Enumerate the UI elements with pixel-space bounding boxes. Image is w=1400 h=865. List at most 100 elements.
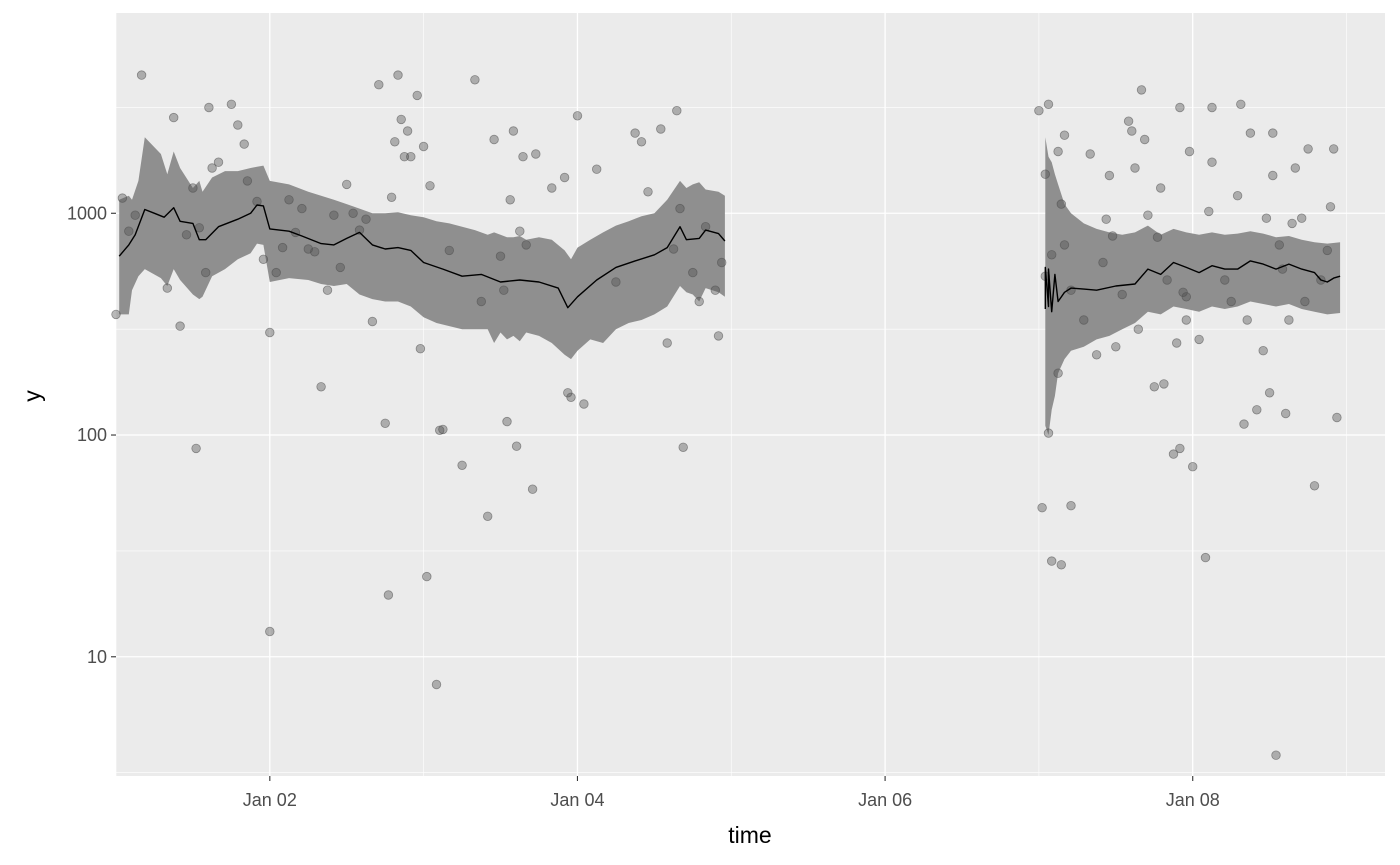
data-point (1043, 428, 1054, 438)
data-point (1066, 501, 1076, 511)
data-point (204, 102, 214, 113)
data-point (396, 114, 406, 125)
data-point (188, 183, 198, 193)
data-point (1079, 315, 1089, 325)
data-point (1274, 240, 1285, 250)
data-point (390, 137, 400, 147)
data-point (1085, 149, 1095, 159)
data-point (1181, 292, 1192, 302)
data-point (457, 460, 467, 471)
data-point (579, 399, 589, 409)
data-point (531, 149, 541, 159)
data-point (1143, 210, 1153, 220)
data-point (1232, 190, 1243, 201)
data-point (242, 176, 253, 186)
data-point (1091, 350, 1102, 360)
data-point (527, 484, 538, 494)
data-point (1136, 85, 1147, 95)
data-point (380, 418, 390, 429)
data-point (322, 285, 333, 295)
data-point (1127, 126, 1137, 136)
data-point (277, 242, 288, 253)
data-point (386, 192, 397, 203)
data-point (1056, 199, 1067, 209)
y-tick-label: 100 (77, 425, 107, 445)
data-point (265, 327, 275, 338)
data-point (181, 230, 192, 240)
data-point (271, 267, 281, 278)
trend-line (1044, 260, 1341, 313)
data-point (1155, 183, 1166, 193)
data-point (499, 285, 509, 295)
data-point (406, 151, 416, 162)
y-tick-label: 1000 (67, 203, 107, 223)
data-point (1226, 296, 1236, 307)
data-point (1332, 412, 1342, 423)
data-point (511, 441, 522, 451)
grid-minor (115, 13, 1385, 776)
y-axis-title: y (19, 390, 45, 402)
data-point (483, 511, 493, 522)
data-point (335, 262, 346, 273)
data-point (1184, 146, 1195, 157)
data-point (1046, 556, 1057, 566)
data-point (1187, 462, 1198, 472)
data-point (656, 124, 666, 134)
data-point (547, 183, 557, 193)
data-point (168, 112, 179, 123)
data-point (316, 382, 326, 392)
confidence-band (119, 137, 725, 360)
data-point (470, 75, 480, 85)
data-point (175, 321, 185, 331)
data-point (489, 134, 499, 145)
data-point (1171, 338, 1182, 348)
trend-lines (118, 204, 1341, 313)
data-point (284, 195, 294, 205)
data-point (630, 128, 640, 138)
grid-major (116, 13, 1385, 776)
x-tick-label: Jan 04 (550, 790, 604, 810)
data-point (399, 151, 410, 162)
data-point (1104, 170, 1115, 181)
data-point (713, 331, 724, 341)
data-point (191, 443, 201, 454)
data-point (1207, 102, 1217, 113)
data-point (1034, 105, 1044, 116)
data-point (354, 225, 365, 235)
data-point (329, 210, 339, 220)
data-point (717, 257, 727, 268)
data-point (1175, 443, 1185, 454)
data-point (415, 344, 426, 354)
x-tick-label: Jan 02 (243, 790, 297, 810)
data-point (1200, 552, 1211, 563)
data-point (1325, 202, 1336, 212)
data-point (412, 90, 422, 101)
data-point (1303, 144, 1313, 154)
data-point (495, 251, 506, 261)
data-point (502, 416, 512, 427)
x-axis: Jan 02 Jan 04 Jan 06 Jan 08 (243, 776, 1220, 810)
data-point (1207, 157, 1217, 167)
data-point (162, 283, 173, 293)
data-point (1133, 324, 1144, 334)
data-point (672, 105, 682, 116)
data-point (297, 203, 307, 214)
data-point (1046, 250, 1057, 260)
data-point (592, 164, 602, 174)
data-point (418, 141, 429, 152)
data-point (476, 296, 487, 307)
data-point (422, 571, 432, 582)
data-point (1175, 102, 1185, 113)
data-point (130, 210, 140, 220)
data-point (136, 70, 147, 80)
data-point (675, 203, 685, 214)
data-point (431, 679, 442, 690)
data-point (662, 338, 672, 348)
data-point (1242, 315, 1252, 325)
data-point (342, 179, 352, 190)
data-point (566, 392, 576, 403)
data-point (1152, 232, 1163, 242)
data-point (233, 120, 243, 130)
data-point (1059, 130, 1070, 140)
data-point (1053, 368, 1063, 378)
